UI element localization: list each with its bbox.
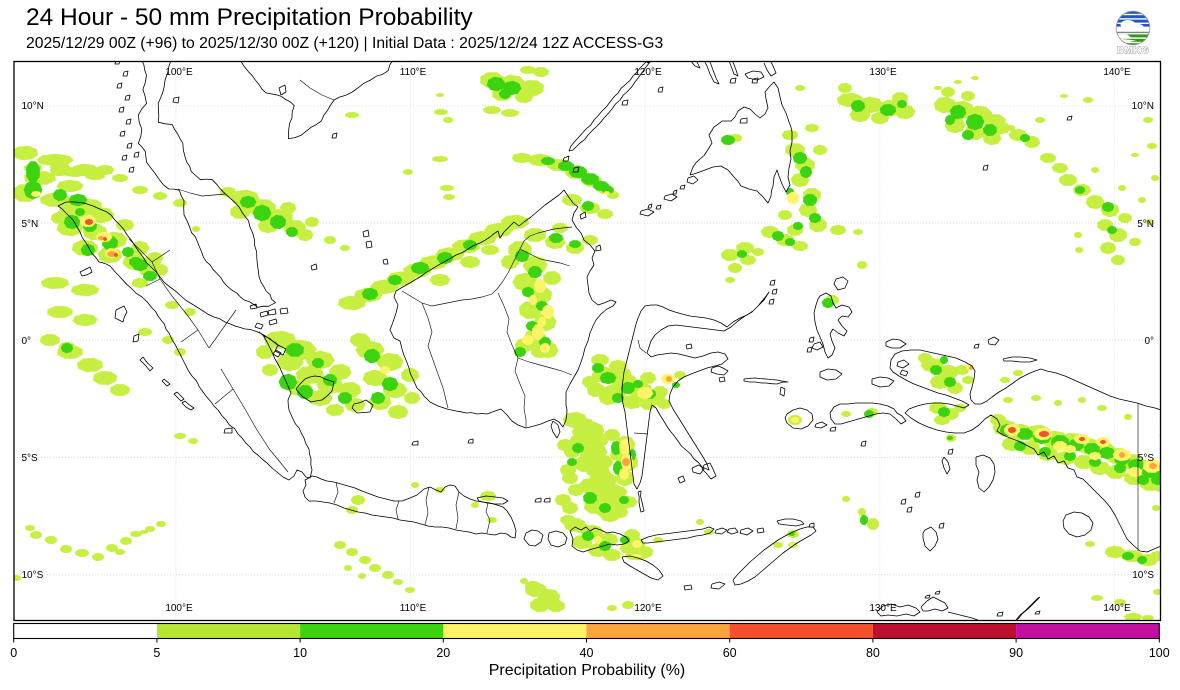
svg-text:120°E: 120°E [634, 603, 662, 614]
svg-text:5: 5 [153, 646, 160, 660]
svg-text:100°E: 100°E [165, 603, 193, 614]
svg-text:0°: 0° [1144, 336, 1154, 347]
svg-text:10°S: 10°S [22, 570, 44, 581]
svg-text:100°E: 100°E [165, 67, 193, 78]
svg-text:5°N: 5°N [1137, 219, 1154, 230]
svg-text:60: 60 [723, 646, 737, 660]
svg-text:120°E: 120°E [634, 67, 662, 78]
svg-text:10°S: 10°S [1132, 570, 1154, 581]
svg-text:5°S: 5°S [1138, 453, 1155, 464]
svg-text:10: 10 [293, 646, 307, 660]
svg-text:5°N: 5°N [22, 219, 39, 230]
svg-text:90: 90 [1009, 646, 1023, 660]
svg-text:130°E: 130°E [869, 603, 897, 614]
svg-text:0°: 0° [22, 336, 32, 347]
svg-text:100: 100 [1149, 646, 1170, 660]
svg-text:110°E: 110°E [400, 67, 427, 78]
svg-text:5°S: 5°S [22, 453, 39, 464]
svg-text:130°E: 130°E [869, 67, 897, 78]
svg-text:140°E: 140°E [1103, 603, 1131, 614]
svg-text:10°N: 10°N [22, 101, 44, 112]
svg-text:10°N: 10°N [1132, 101, 1154, 112]
svg-text:20: 20 [436, 646, 450, 660]
svg-text:40: 40 [580, 646, 594, 660]
svg-text:0: 0 [10, 646, 17, 660]
svg-text:BMKG: BMKG [1117, 46, 1150, 57]
svg-text:110°E: 110°E [400, 603, 427, 614]
svg-text:80: 80 [866, 646, 880, 660]
svg-text:140°E: 140°E [1103, 67, 1131, 78]
svg-text:Precipitation Probability (%): Precipitation Probability (%) [489, 662, 686, 679]
